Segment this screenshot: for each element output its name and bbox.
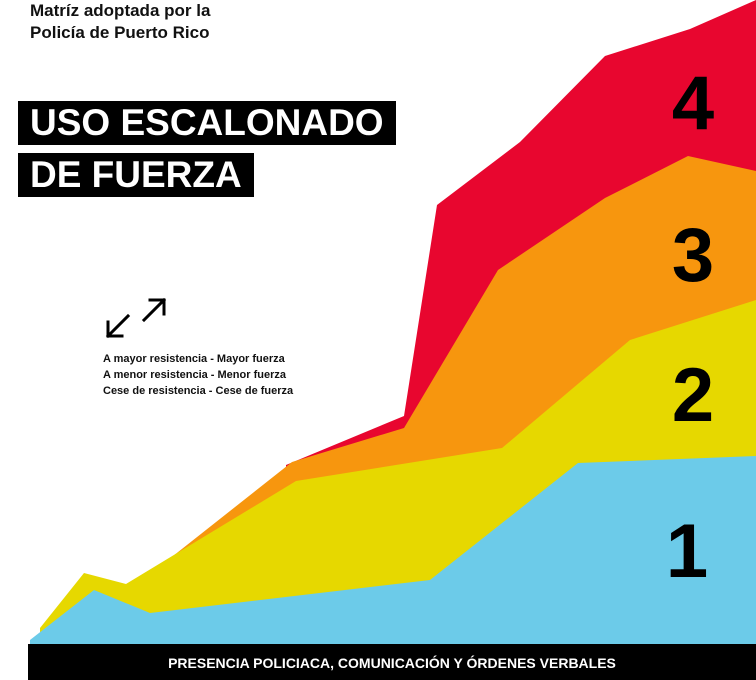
title-line-2: DE FUERZA xyxy=(18,153,254,197)
legend-line-1: A mayor resistencia - Mayor fuerza xyxy=(103,353,285,365)
level-2-number: 2 xyxy=(671,353,715,438)
legend: A mayor resistencia - Mayor fuerza A men… xyxy=(103,351,293,399)
legend-line-3: Cese de resistencia - Cese de fuerza xyxy=(103,385,294,397)
legend-line-2: A menor resistencia - Menor fuerza xyxy=(103,369,286,381)
subtitle: Matríz adoptada por la Policía de Puerto… xyxy=(30,0,210,44)
subtitle-line-2: Policía de Puerto Rico xyxy=(30,23,210,42)
footer-bar: PRESENCIA POLICIACA, COMUNICACIÓN Y ÓRDE… xyxy=(28,644,756,680)
title-line-1: USO ESCALONADO xyxy=(18,101,396,145)
level-3-number: 3 xyxy=(671,213,715,298)
level-1-number: 1 xyxy=(665,509,709,594)
footer-label: PRESENCIA POLICIACA, COMUNICACIÓN Y ÓRDE… xyxy=(168,655,616,671)
level-4-number: 4 xyxy=(671,61,715,146)
diagonal-arrows-icon xyxy=(105,297,167,339)
level-1-band xyxy=(30,456,756,680)
subtitle-line-1: Matríz adoptada por la xyxy=(30,1,211,20)
